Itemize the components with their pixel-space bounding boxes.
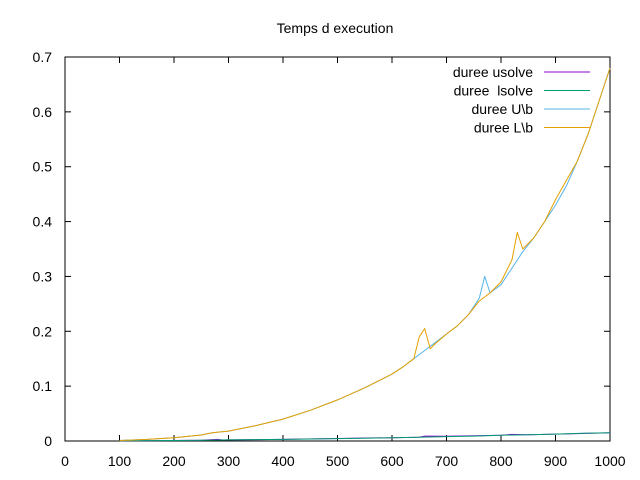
x-tick-label: 900 [544, 453, 568, 469]
series-line-duree-l-b [119, 67, 611, 441]
legend-label-duree-u-b: duree U\b [472, 101, 534, 117]
legend-label-duree-usolve: duree usolve [453, 64, 533, 80]
y-tick-label: 0.7 [33, 49, 53, 65]
chart-title: Temps d execution [277, 20, 394, 36]
legend-label-duree-l-b: duree L\b [474, 120, 533, 136]
y-tick-label: 0.2 [33, 323, 53, 339]
x-tick-label: 1000 [594, 453, 625, 469]
x-tick-label: 200 [162, 453, 186, 469]
x-tick-label: 300 [217, 453, 241, 469]
y-tick-label: 0.1 [33, 378, 53, 394]
x-tick-label: 500 [326, 453, 350, 469]
y-tick-label: 0.6 [33, 104, 53, 120]
y-tick-label: 0 [44, 433, 52, 449]
x-tick-label: 700 [435, 453, 459, 469]
y-tick-label: 0.4 [33, 214, 53, 230]
legend-label-duree-lsolve: duree lsolve [454, 83, 534, 99]
axes-group: 0 100 200 300 400 500 600 700 800 900 1000 0 0.1 0.2 0… [33, 49, 626, 469]
y-tick-label: 0.3 [33, 268, 53, 284]
series-lines-group [119, 67, 611, 442]
y-tick-label: 0.5 [33, 159, 53, 175]
x-tick-label: 0 [61, 453, 69, 469]
x-tick-label: 800 [489, 453, 513, 469]
series-line-duree-usolve [119, 432, 611, 442]
series-line-duree-u-b [119, 67, 611, 441]
x-tick-label: 100 [108, 453, 132, 469]
series-line-duree-lsolve [119, 432, 611, 442]
legend: duree usolve duree lsolve duree U\b duree L… [453, 64, 590, 136]
x-tick-label: 600 [380, 453, 404, 469]
x-tick-label: 400 [271, 453, 295, 469]
